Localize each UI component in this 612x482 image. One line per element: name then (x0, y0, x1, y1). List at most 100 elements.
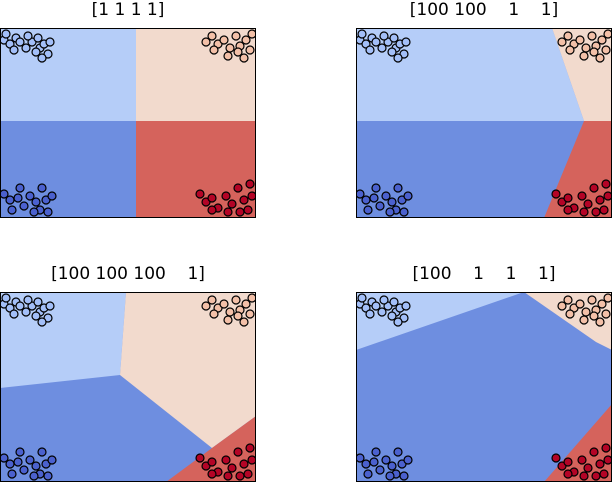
scatter-point (29, 207, 39, 217)
scatter-point (227, 199, 237, 209)
scatter-point (403, 455, 413, 465)
scatter-point (377, 43, 387, 53)
scatter-point (369, 193, 379, 203)
scatter-point (233, 183, 243, 193)
scatter-point (595, 195, 605, 205)
scatter-point (595, 317, 605, 327)
scatter-point (37, 317, 47, 327)
scatter-point (7, 469, 17, 479)
scatter-point (371, 37, 381, 47)
scatter-point (357, 29, 367, 39)
scatter-point (0, 189, 9, 199)
scatter-point (219, 299, 229, 309)
scatter-point (21, 307, 31, 317)
scatter-point (603, 293, 612, 303)
scatter-point (247, 455, 256, 465)
scatter-point (587, 295, 597, 305)
scatter-point (575, 299, 585, 309)
scatter-point (356, 189, 365, 199)
scatter-point (365, 309, 375, 319)
panel-3-plot (0, 292, 256, 482)
scatter-point (225, 307, 235, 317)
scatter-point (5, 459, 15, 469)
panel-2-plot (356, 28, 612, 218)
scatter-point (385, 207, 395, 217)
scatter-point (583, 199, 593, 209)
scatter-point (245, 45, 255, 55)
scatter-point (247, 29, 256, 39)
scatter-point (207, 295, 217, 305)
plot-frame (0, 28, 256, 218)
scatter-point (399, 471, 409, 481)
scatter-point (45, 301, 55, 311)
scatter-point (587, 31, 597, 41)
scatter-point (15, 301, 25, 311)
scatter-point (245, 179, 255, 189)
scatter-point (583, 463, 593, 473)
scatter-point (15, 447, 25, 457)
scatter-point (399, 207, 409, 217)
scatter-point (209, 309, 219, 319)
scatter-point (25, 191, 35, 201)
scatter-point (393, 53, 403, 63)
scatter-point (37, 183, 47, 193)
scatter-point (7, 205, 17, 215)
scatter-point (223, 51, 233, 61)
scatter-point (9, 45, 19, 55)
scatter-point (47, 191, 57, 201)
scatter-point (581, 43, 591, 53)
scatter-point (207, 457, 217, 467)
scatter-point (589, 447, 599, 457)
scatter-point (603, 29, 612, 39)
scatter-point (233, 447, 243, 457)
scatter-point (597, 299, 607, 309)
panel-4-plot (356, 292, 612, 482)
scatter-point (23, 295, 33, 305)
scatter-point (603, 191, 612, 201)
scatter-point (365, 45, 375, 55)
scatter-point (243, 469, 253, 479)
scatter-point (371, 447, 381, 457)
scatter-point (393, 317, 403, 327)
scatter-point (31, 197, 41, 207)
region-top-right (524, 292, 612, 350)
scatter-point (207, 31, 217, 41)
scatter-point (557, 301, 567, 311)
scatter-point (19, 201, 29, 211)
scatter-points (356, 29, 612, 217)
scatter-point (577, 191, 587, 201)
scatter-point (595, 53, 605, 63)
scatter-point (223, 471, 233, 481)
scatter-point (403, 191, 413, 201)
scatter-point (195, 453, 205, 463)
scatter-point (356, 453, 365, 463)
scatter-point (13, 193, 23, 203)
scatter-point (361, 195, 371, 205)
scatter-points (0, 29, 256, 217)
scatter-point (381, 455, 391, 465)
scatter-point (31, 47, 41, 57)
scatter-point (241, 299, 251, 309)
scatter-point (357, 293, 367, 303)
scatter-point (363, 469, 373, 479)
scatter-point (591, 207, 601, 217)
scatter-point (551, 453, 561, 463)
scatter-point (387, 311, 397, 321)
scatter-point (601, 309, 611, 319)
scatter-point (597, 35, 607, 45)
scatter-point (223, 315, 233, 325)
scatter-point (231, 295, 241, 305)
scatter-point (235, 207, 245, 217)
scatter-point (551, 189, 561, 199)
scatter-points (356, 293, 612, 481)
scatter-point (241, 35, 251, 45)
scatter-point (209, 45, 219, 55)
scatter-point (43, 471, 53, 481)
scatter-point (589, 311, 599, 321)
scatter-point (563, 205, 573, 215)
scatter-point (233, 311, 243, 321)
region-top-left (356, 28, 584, 121)
scatter-point (239, 317, 249, 327)
scatter-point (37, 53, 47, 63)
scatter-point (387, 47, 397, 57)
